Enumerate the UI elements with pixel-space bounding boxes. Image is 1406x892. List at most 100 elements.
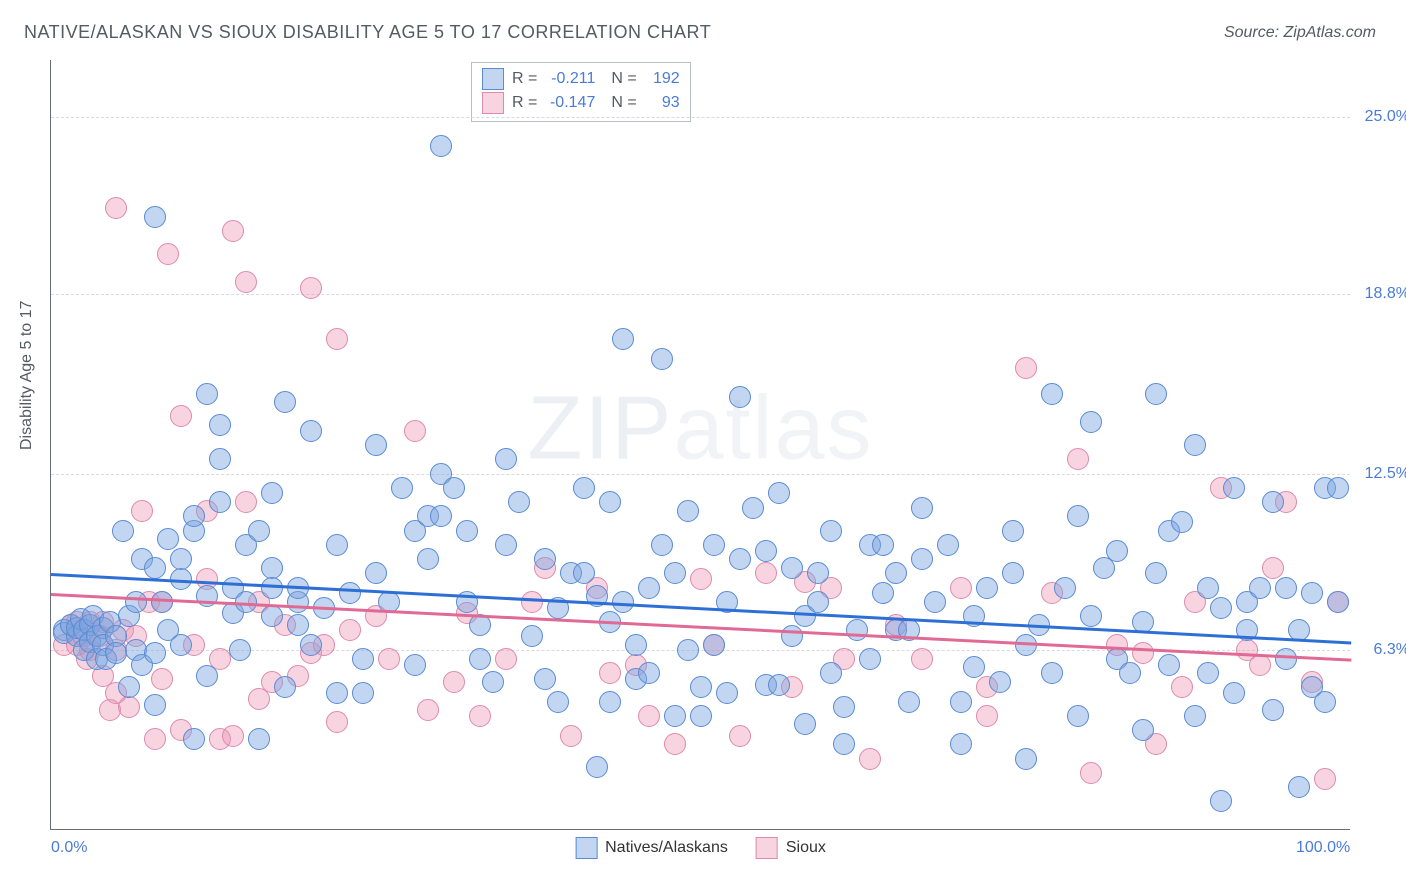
scatter-point	[495, 448, 517, 470]
scatter-point	[1080, 762, 1102, 784]
scatter-point	[599, 691, 621, 713]
stats-r-value-1: -0.211	[545, 70, 595, 88]
scatter-point	[573, 562, 595, 584]
scatter-point	[222, 725, 244, 747]
scatter-point	[1275, 577, 1297, 599]
scatter-point	[703, 634, 725, 656]
scatter-point	[209, 414, 231, 436]
scatter-point	[170, 548, 192, 570]
scatter-point	[144, 206, 166, 228]
scatter-point	[1262, 699, 1284, 721]
stats-n-label-2: N =	[611, 94, 636, 112]
scatter-point	[729, 725, 751, 747]
scatter-point	[950, 733, 972, 755]
scatter-point	[599, 662, 621, 684]
scatter-point	[859, 648, 881, 670]
scatter-point	[1067, 448, 1089, 470]
scatter-point	[112, 520, 134, 542]
scatter-point	[1210, 790, 1232, 812]
scatter-point	[1106, 540, 1128, 562]
y-axis-label: Disability Age 5 to 17	[18, 301, 36, 450]
scatter-point	[1197, 577, 1219, 599]
scatter-point	[651, 348, 673, 370]
chart-title: NATIVE/ALASKAN VS SIOUX DISABILITY AGE 5…	[24, 22, 711, 43]
scatter-point	[794, 713, 816, 735]
scatter-point	[638, 662, 660, 684]
scatter-point	[1041, 662, 1063, 684]
scatter-point	[950, 577, 972, 599]
scatter-point	[833, 733, 855, 755]
scatter-point	[144, 642, 166, 664]
scatter-point	[1262, 557, 1284, 579]
scatter-point	[365, 562, 387, 584]
scatter-point	[677, 500, 699, 522]
scatter-point	[781, 557, 803, 579]
legend-item-2: Sioux	[756, 837, 826, 859]
scatter-point	[222, 220, 244, 242]
scatter-point	[209, 448, 231, 470]
y-tick-label: 6.3%	[1355, 641, 1406, 659]
scatter-point	[547, 691, 569, 713]
scatter-point	[125, 591, 147, 613]
scatter-point	[443, 477, 465, 499]
scatter-point	[1262, 491, 1284, 513]
scatter-point	[300, 634, 322, 656]
scatter-point	[1314, 768, 1336, 790]
scatter-point	[690, 705, 712, 727]
scatter-point	[287, 614, 309, 636]
scatter-point	[664, 705, 686, 727]
gridline	[51, 474, 1350, 475]
scatter-point	[768, 482, 790, 504]
scatter-point	[326, 534, 348, 556]
scatter-point	[443, 671, 465, 693]
scatter-point	[521, 625, 543, 647]
scatter-point	[151, 668, 173, 690]
scatter-point	[1249, 577, 1271, 599]
scatter-point	[599, 491, 621, 513]
scatter-point	[1080, 605, 1102, 627]
stats-legend-box: R = -0.211 N = 192 R = -0.147 N = 93	[471, 62, 691, 122]
scatter-point	[1054, 577, 1076, 599]
scatter-point	[157, 243, 179, 265]
scatter-point	[151, 591, 173, 613]
scatter-point	[183, 505, 205, 527]
scatter-point	[417, 548, 439, 570]
scatter-point	[144, 694, 166, 716]
scatter-point	[1210, 597, 1232, 619]
scatter-point	[625, 634, 647, 656]
scatter-point	[352, 682, 374, 704]
stats-n-label-1: N =	[611, 70, 636, 88]
scatter-point	[1015, 357, 1037, 379]
scatter-point	[144, 557, 166, 579]
scatter-point	[495, 534, 517, 556]
legend-item-1: Natives/Alaskans	[575, 837, 728, 859]
scatter-point	[1002, 520, 1024, 542]
scatter-point	[859, 748, 881, 770]
scatter-point	[1002, 562, 1024, 584]
watermark-thin: atlas	[673, 379, 873, 479]
scatter-point	[690, 568, 712, 590]
watermark: ZIPatlas	[527, 378, 873, 481]
bottom-legend: Natives/Alaskans Sioux	[575, 837, 826, 859]
scatter-point	[482, 671, 504, 693]
scatter-point	[378, 648, 400, 670]
scatter-point	[1184, 705, 1206, 727]
scatter-point	[651, 534, 673, 556]
scatter-point	[560, 725, 582, 747]
scatter-point	[1080, 411, 1102, 433]
scatter-point	[911, 548, 933, 570]
scatter-point	[1327, 591, 1349, 613]
scatter-point	[534, 668, 556, 690]
scatter-point	[274, 391, 296, 413]
scatter-point	[1223, 682, 1245, 704]
scatter-point	[729, 548, 751, 570]
scatter-point	[508, 491, 530, 513]
plot-area: ZIPatlas R = -0.211 N = 192 R = -0.147 N…	[50, 60, 1350, 830]
scatter-point	[1067, 505, 1089, 527]
scatter-point	[1301, 582, 1323, 604]
gridline	[51, 294, 1350, 295]
scatter-point	[690, 676, 712, 698]
scatter-point	[118, 676, 140, 698]
scatter-point	[703, 534, 725, 556]
scatter-point	[612, 328, 634, 350]
